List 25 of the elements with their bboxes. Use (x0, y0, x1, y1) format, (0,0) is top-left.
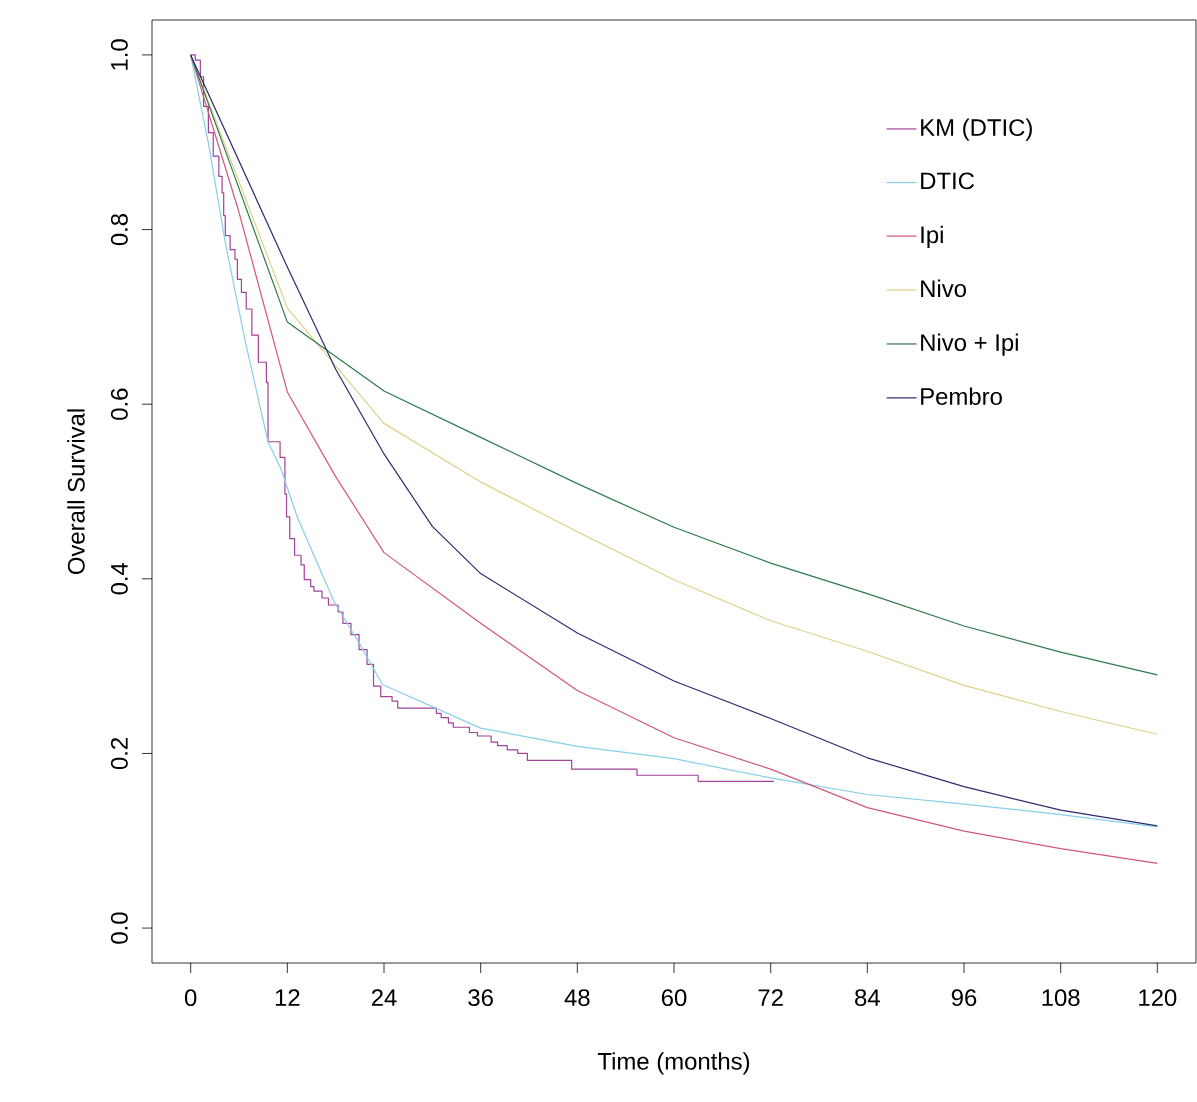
y-tick-label: 0.6 (110, 388, 128, 420)
y-tick-label: 0.4 (110, 562, 128, 595)
x-tick-label: 96 (951, 989, 977, 1007)
x-axis-title: Time (months) (597, 1052, 750, 1075)
x-tick-label: 48 (564, 989, 590, 1007)
x-tick-label: 108 (1042, 989, 1080, 1007)
legend-label: Nivo (921, 279, 967, 298)
x-tick-label: 36 (468, 989, 493, 1007)
legend-label: Nivo + Ipi (921, 333, 1018, 356)
legend-label: DTIC (921, 172, 975, 190)
x-tick-label: 24 (371, 989, 397, 1006)
x-tick-label: 84 (855, 989, 880, 1007)
x-tick-label: 60 (661, 989, 687, 1007)
y-axis-title: Overall Survival (67, 409, 85, 575)
y-tick-label: 0.0 (110, 912, 128, 944)
legend-label: Ipi (921, 225, 943, 248)
x-tick-label: 12 (275, 989, 300, 1006)
x-tick-label: 120 (1139, 989, 1177, 1007)
x-tick-label: 0 (184, 989, 197, 1007)
y-tick-label: 1.0 (110, 39, 128, 70)
y-tick-label: 0.8 (110, 213, 128, 246)
legend-label: KM (DTIC) (921, 118, 1032, 141)
y-tick-label: 0.2 (110, 738, 128, 770)
legend-label: Pembro (921, 387, 1002, 405)
x-tick-label: 72 (758, 989, 783, 1006)
